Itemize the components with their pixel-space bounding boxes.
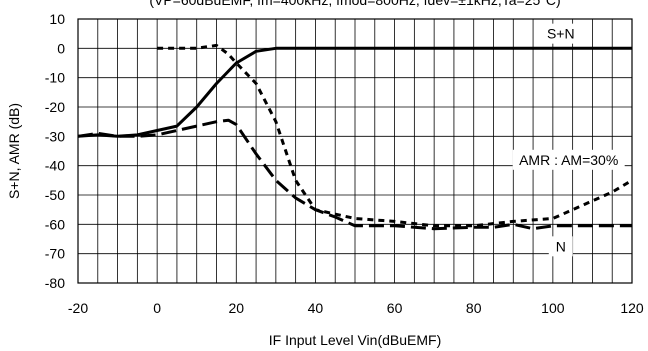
series-line-amr-am-30 bbox=[157, 43, 633, 228]
plot-frame bbox=[77, 18, 633, 284]
chart-title: (VP=60dBuEMF, fm=400kHz, fmod=800Hz, fde… bbox=[149, 0, 560, 8]
y-axis-tick-labels: 10 0 -10 -20 -30 -40 -50 -60 -70 -80 bbox=[45, 11, 65, 291]
x-tick-label: 100 bbox=[541, 300, 565, 316]
x-tick-label: 20 bbox=[228, 300, 244, 316]
y-tick-label: -40 bbox=[45, 158, 65, 174]
y-tick-label: -80 bbox=[45, 275, 65, 291]
annotation-box bbox=[540, 23, 581, 44]
annotation-label: AMR : AM=30% bbox=[519, 152, 618, 168]
series-line-n bbox=[77, 118, 632, 231]
x-tick-label: 120 bbox=[620, 300, 644, 316]
annotation-box bbox=[512, 149, 625, 170]
y-tick-label: -70 bbox=[45, 246, 65, 262]
y-tick-label: -30 bbox=[45, 128, 65, 144]
series-group bbox=[77, 43, 633, 231]
y-tick-label: 10 bbox=[49, 11, 65, 27]
annotation-box bbox=[548, 236, 573, 257]
x-tick-label: 60 bbox=[387, 300, 403, 316]
y-tick-label: 0 bbox=[57, 40, 65, 56]
y-tick-label: -60 bbox=[45, 216, 65, 232]
annotations-group: S+N AMR : AM=30% N bbox=[512, 23, 625, 257]
y-tick-label: -10 bbox=[45, 70, 65, 86]
x-tick-label: 40 bbox=[308, 300, 324, 316]
y-axis-label: S+N, AMR (dB) bbox=[6, 103, 22, 199]
x-axis-tick-labels: -20 0 20 40 60 80 100 120 bbox=[68, 300, 644, 316]
x-tick-label: 80 bbox=[466, 300, 482, 316]
annotation-label: S+N bbox=[547, 26, 575, 42]
x-tick-label: 0 bbox=[153, 300, 161, 316]
annotation-label: N bbox=[556, 238, 566, 254]
y-tick-label: -50 bbox=[45, 187, 65, 203]
y-tick-label: -20 bbox=[45, 99, 65, 115]
x-axis-label: IF Input Level Vin(dBuEMF) bbox=[269, 332, 441, 348]
x-tick-label: -20 bbox=[68, 300, 88, 316]
